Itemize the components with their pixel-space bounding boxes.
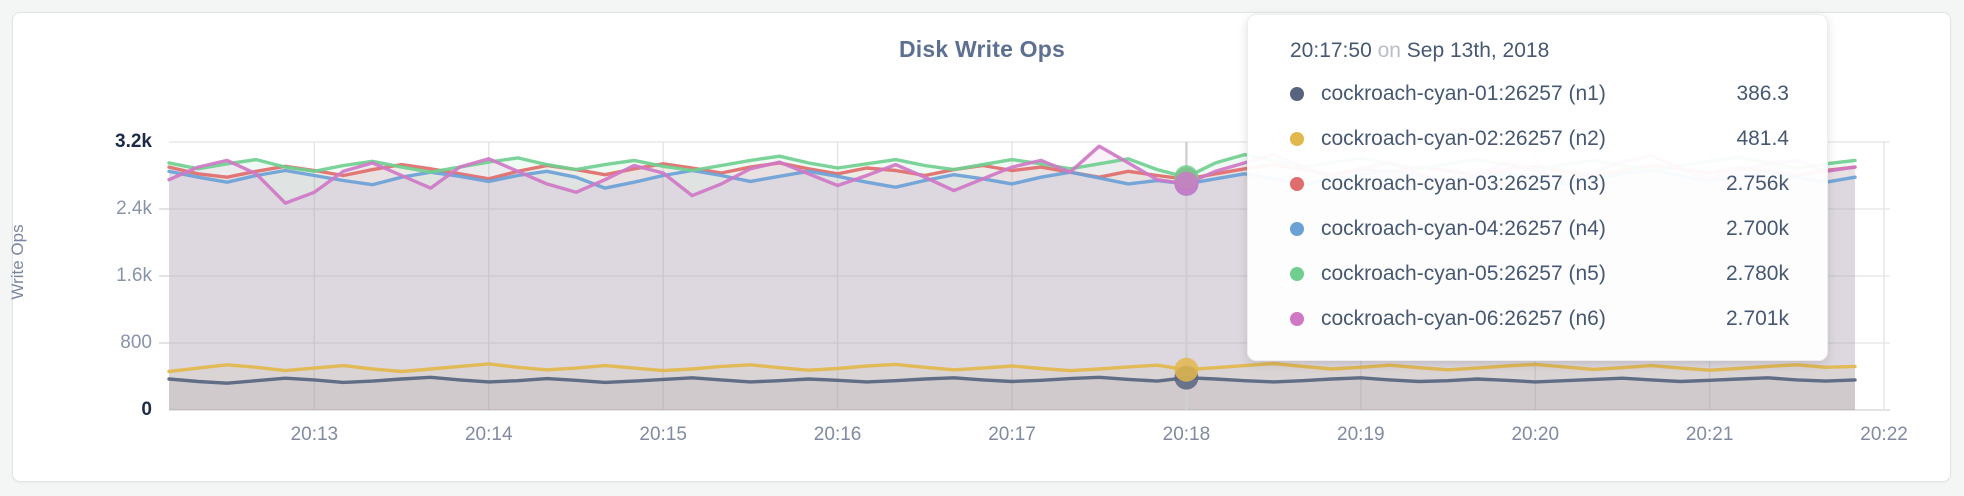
y-axis-tick-label: 800: [120, 332, 152, 353]
tooltip-time: 20:17:50: [1290, 39, 1372, 62]
x-axis-tick-label: 20:14: [464, 424, 513, 445]
series-name: cockroach-cyan-01:26257 (n1): [1321, 81, 1606, 105]
x-axis-tick-label: 20:19: [1337, 424, 1385, 445]
series-name: cockroach-cyan-04:26257 (n4): [1321, 216, 1606, 240]
series-line-n2: [167, 361, 1857, 374]
series-value: 2.701k: [1725, 306, 1789, 330]
tooltip-conjunction: on: [1377, 39, 1401, 62]
series-value: 386.3: [1736, 81, 1789, 105]
x-axis-tick-label: 20:18: [1162, 424, 1211, 445]
y-axis-tick-label: 3.2k: [115, 131, 152, 152]
hover-tooltip: 20:17:50 on Sep 13th, 2018 cockroach-cya…: [1247, 14, 1828, 361]
tooltip-series-row: cockroach-cyan-04:26257 (n4) 2.700k: [1290, 206, 1789, 251]
series-area-n2: [169, 363, 1855, 410]
series-color-dot: [1290, 131, 1304, 146]
y-axis-tick-label: 1.6k: [116, 265, 152, 286]
series-value: 2.780k: [1725, 261, 1789, 285]
hover-dots: [1174, 165, 1199, 390]
tooltip-series-row: cockroach-cyan-02:26257 (n2) 481.4: [1290, 116, 1789, 161]
series-name: cockroach-cyan-03:26257 (n3): [1321, 171, 1606, 195]
series-value: 481.4: [1736, 126, 1789, 150]
series-name: cockroach-cyan-06:26257 (n6): [1321, 306, 1606, 330]
series-name: cockroach-cyan-05:26257 (n5): [1321, 261, 1606, 285]
x-axis-tick-label: 20:16: [813, 424, 862, 445]
y-axis-tick-label: 0: [141, 399, 152, 420]
tooltip-header: 20:17:50 on Sep 13th, 2018: [1290, 39, 1789, 63]
x-axis-tick-label: 20:17: [988, 424, 1036, 445]
chart-title: Disk Write Ops: [899, 36, 1065, 62]
series-area-n1: [169, 377, 1855, 410]
tooltip-series-row: cockroach-cyan-06:26257 (n6) 2.701k: [1290, 296, 1789, 341]
x-axis-tick-label: 20:15: [639, 424, 687, 445]
x-axis-tick-label: 20:13: [290, 424, 339, 445]
tooltip-date: Sep 13th, 2018: [1406, 39, 1550, 62]
series-color-dot: [1290, 86, 1304, 101]
series-color-dot: [1290, 176, 1304, 191]
tooltip-series-row: cockroach-cyan-03:26257 (n3) 2.756k: [1290, 161, 1789, 206]
tooltip-rows: cockroach-cyan-01:26257 (n1) 386.3 cockroa…: [1290, 71, 1789, 341]
y-axis-tick-label: 2.4k: [116, 198, 152, 219]
series-value: 2.756k: [1725, 171, 1789, 195]
series-color-dot: [1290, 311, 1304, 326]
hover-dot-n2: [1174, 357, 1199, 382]
x-axis-tick-label: 20:21: [1685, 424, 1734, 445]
series-value: 2.700k: [1725, 216, 1789, 240]
series-name: cockroach-cyan-02:26257 (n2): [1321, 126, 1606, 150]
series-color-dot: [1290, 221, 1304, 236]
series-line-n1: [167, 375, 1857, 385]
x-axis-tick-label: 20:20: [1511, 424, 1560, 445]
x-axis-tick-label: 20:22: [1860, 424, 1908, 445]
hover-dot-n6: [1174, 171, 1199, 196]
series-color-dot: [1290, 266, 1304, 281]
tooltip-series-row: cockroach-cyan-01:26257 (n1) 386.3: [1290, 71, 1789, 116]
tooltip-series-row: cockroach-cyan-05:26257 (n5) 2.780k: [1290, 251, 1789, 296]
